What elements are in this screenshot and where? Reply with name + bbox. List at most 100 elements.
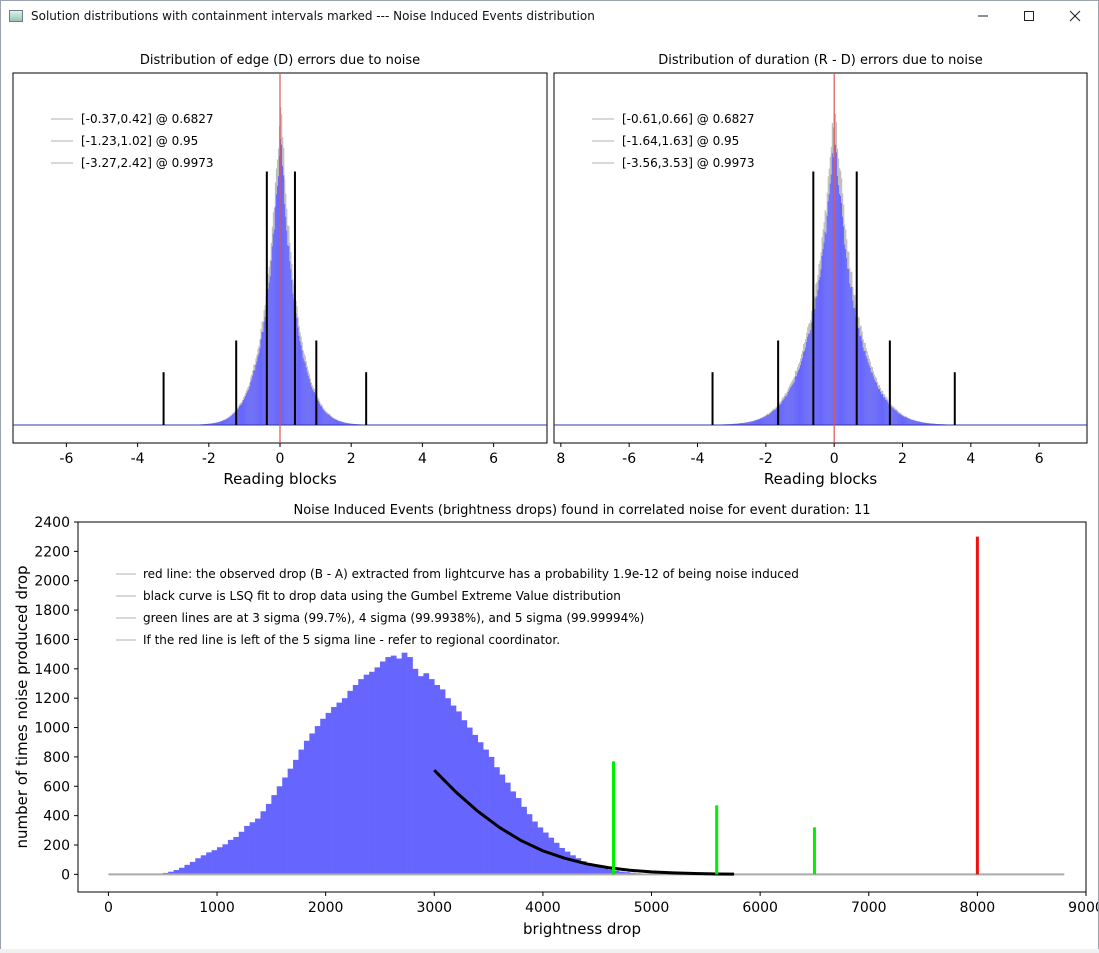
- histogram-bar: [434, 685, 440, 874]
- x-tick-label: 3000: [416, 900, 452, 916]
- y-tick-label: 1000: [34, 721, 70, 737]
- histogram-bar: [342, 698, 348, 874]
- y-tick-label: 1800: [34, 603, 70, 619]
- x-tick-label: 2000: [308, 900, 344, 916]
- x-tick-label: 4000: [525, 900, 561, 916]
- legend-entry: [-0.61,0.66] @ 0.6827: [622, 112, 755, 126]
- histogram-bar: [353, 685, 359, 874]
- histogram-bar: [375, 667, 381, 874]
- minimize-button[interactable]: [960, 1, 1006, 31]
- histogram-bar: [217, 847, 223, 874]
- histogram-bar: [499, 775, 505, 875]
- plot-title: Noise Induced Events (brightness drops) …: [293, 503, 870, 518]
- y-tick-label: 200: [43, 838, 70, 854]
- histogram-bar: [472, 735, 478, 874]
- legend-entry: green lines are at 3 sigma (99.7%), 4 si…: [143, 611, 644, 625]
- y-tick-label: 2000: [34, 574, 70, 590]
- x-tick-label: 0: [830, 451, 839, 467]
- maximize-button[interactable]: [1006, 1, 1052, 31]
- plot-title: Distribution of duration (R - D) errors …: [658, 53, 983, 68]
- y-tick-label: 0: [61, 867, 70, 883]
- plot-title: Distribution of edge (D) errors due to n…: [140, 53, 420, 68]
- histogram-bar: [483, 750, 489, 875]
- histogram-bar: [494, 767, 500, 874]
- histogram-bar: [331, 707, 337, 874]
- window-title: Solution distributions with containment …: [31, 9, 595, 23]
- histogram-bar: [277, 786, 283, 874]
- histogram-bar: [423, 673, 429, 874]
- legend-entry: If the red line is left of the 5 sigma l…: [143, 633, 560, 647]
- histogram-bar: [407, 657, 413, 874]
- histogram-bar: [195, 858, 201, 874]
- histogram-bar: [212, 850, 218, 874]
- histogram-bar: [326, 713, 332, 875]
- histogram-bar: [347, 691, 353, 875]
- histogram-bar: [548, 838, 554, 875]
- histogram-bar: [337, 703, 343, 875]
- maximize-icon: [1023, 10, 1035, 22]
- histogram-bar: [429, 679, 435, 874]
- x-axis-label: Reading blocks: [764, 470, 877, 488]
- legend-entry: [-3.27,2.42] @ 0.9973: [81, 156, 214, 170]
- y-tick-label: 400: [43, 809, 70, 825]
- histogram-bar: [190, 862, 196, 874]
- histogram-bar: [385, 657, 391, 874]
- histogram-bar: [309, 733, 315, 874]
- x-tick-label: 0: [276, 451, 285, 467]
- histogram-bar: [489, 757, 495, 874]
- x-tick-label: -6: [59, 451, 73, 467]
- close-icon: [1069, 10, 1081, 22]
- histogram-bar: [293, 760, 299, 875]
- x-tick-label: 6: [489, 451, 498, 467]
- histogram-bar: [282, 777, 288, 874]
- x-tick-label: 8: [556, 451, 565, 467]
- histogram-bar: [250, 822, 256, 874]
- histogram-bar: [402, 653, 408, 875]
- y-tick-label: 1200: [34, 691, 70, 707]
- noise-events-plot: Noise Induced Events (brightness drops) …: [13, 503, 1098, 938]
- y-tick-label: 800: [43, 750, 70, 766]
- histogram-bar: [255, 819, 261, 875]
- histogram-bar: [597, 867, 603, 874]
- close-button[interactable]: [1052, 1, 1098, 31]
- legend-entry: [-1.23,1.02] @ 0.95: [81, 134, 198, 148]
- histogram-bar: [315, 726, 321, 874]
- x-axis-label: brightness drop: [523, 920, 641, 938]
- histogram-bar: [184, 865, 190, 875]
- x-tick-label: 1000: [199, 900, 235, 916]
- dist-plot-2: Distribution of duration (R - D) errors …: [554, 53, 1087, 488]
- histogram-bar: [396, 659, 402, 875]
- histogram-bar: [266, 804, 272, 874]
- histogram-bar: [369, 672, 375, 875]
- histogram-bar: [358, 679, 364, 874]
- window-controls: [960, 1, 1098, 31]
- histogram-bar: [570, 855, 576, 874]
- title-bar[interactable]: Solution distributions with containment …: [1, 1, 1098, 31]
- x-tick-label: 0: [104, 900, 113, 916]
- minimize-icon: [977, 10, 989, 22]
- plot-area: Distribution of edge (D) errors due to n…: [1, 31, 1098, 949]
- x-axis-label: Reading blocks: [223, 470, 336, 488]
- histogram-bar: [271, 795, 277, 874]
- histogram-bar: [478, 742, 484, 874]
- histogram-bar: [228, 840, 234, 875]
- plots-canvas: Distribution of edge (D) errors due to n…: [1, 31, 1098, 949]
- histogram-bar: [288, 769, 294, 875]
- histogram-bar: [505, 783, 511, 875]
- x-tick-label: -4: [691, 451, 705, 467]
- legend-entry: red line: the observed drop (B - A) extr…: [143, 567, 799, 581]
- x-tick-label: 5000: [634, 900, 670, 916]
- x-tick-label: 8000: [960, 900, 996, 916]
- x-tick-label: -2: [759, 451, 773, 467]
- x-tick-label: -2: [202, 451, 216, 467]
- histogram-bar: [559, 848, 565, 874]
- histogram-bar: [380, 661, 386, 874]
- histogram-bar: [391, 656, 397, 875]
- x-tick-label: 2: [898, 451, 907, 467]
- histogram-bar: [201, 855, 207, 874]
- histogram-bar: [206, 852, 212, 874]
- x-tick-label: -4: [131, 451, 145, 467]
- y-axis-label: number of times noise produced drop: [13, 565, 31, 848]
- histogram-bar: [364, 675, 370, 875]
